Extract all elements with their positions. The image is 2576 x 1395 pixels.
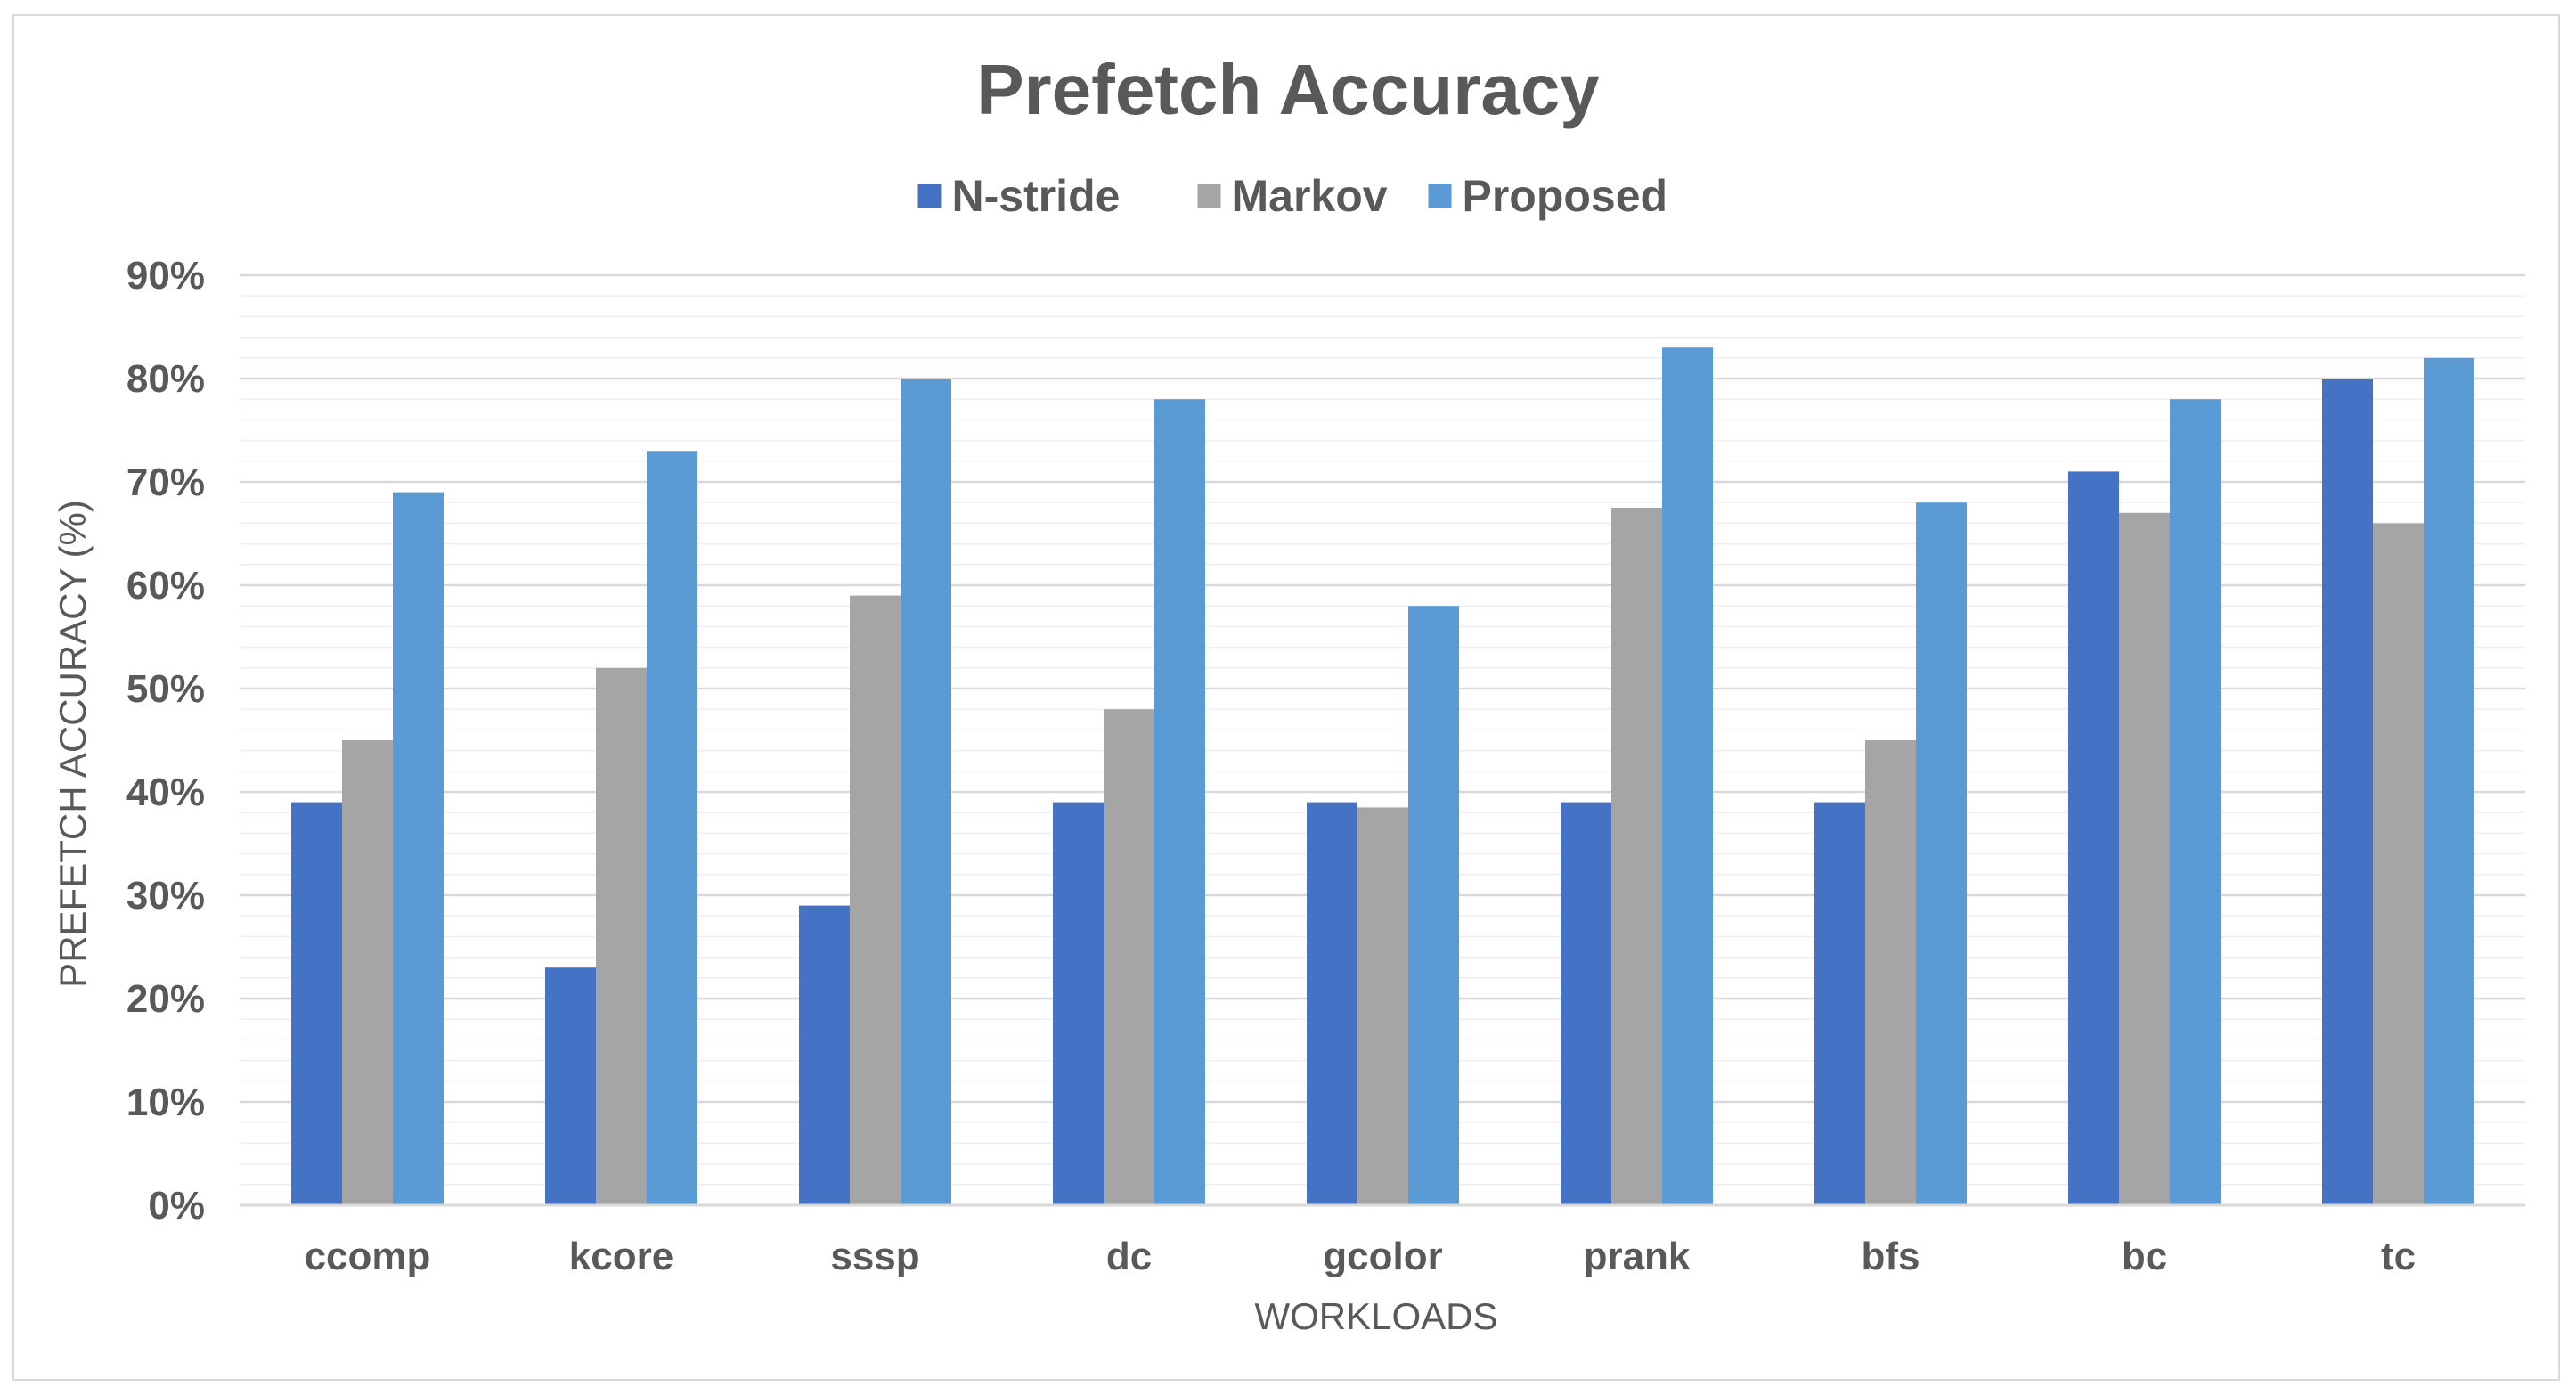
bar-n-stride-kcore xyxy=(545,967,596,1205)
bar-markov-bfs xyxy=(1865,740,1916,1205)
x-tick-label: prank xyxy=(1584,1235,1691,1278)
y-tick-label: 70% xyxy=(126,461,205,504)
bar-n-stride-sssp xyxy=(799,905,850,1205)
legend-swatch-proposed xyxy=(1428,184,1452,208)
bar-n-stride-tc xyxy=(2322,379,2373,1205)
bar-n-stride-prank xyxy=(1561,802,1611,1205)
bar-proposed-dc xyxy=(1154,399,1205,1205)
y-tick-label: 30% xyxy=(126,874,205,918)
x-tick-label: ccomp xyxy=(305,1235,431,1278)
bar-n-stride-bfs xyxy=(1814,802,1865,1205)
bars xyxy=(291,347,2474,1205)
bar-n-stride-ccomp xyxy=(291,802,342,1205)
y-tick-label: 0% xyxy=(148,1184,205,1228)
bar-proposed-gcolor xyxy=(1408,606,1459,1205)
y-tick-label: 20% xyxy=(126,977,205,1021)
x-tick-label: bfs xyxy=(1862,1235,1920,1278)
y-axis-title: PREFETCH ACCURACY (%) xyxy=(52,500,94,988)
legend-label: Markov xyxy=(1232,171,1388,221)
bar-proposed-bfs xyxy=(1916,502,1967,1205)
y-tick-label: 90% xyxy=(126,254,205,298)
bar-proposed-sssp xyxy=(901,379,951,1205)
y-tick-label: 60% xyxy=(126,564,205,608)
legend-swatch-n-stride xyxy=(917,184,942,208)
x-tick-label: dc xyxy=(1106,1235,1152,1278)
bar-markov-bc xyxy=(2119,512,2170,1205)
bar-markov-prank xyxy=(1611,508,1662,1205)
x-tick-label: tc xyxy=(2381,1235,2416,1278)
x-tick-label: bc xyxy=(2122,1235,2167,1278)
x-tick-label: gcolor xyxy=(1323,1235,1442,1278)
bar-markov-sssp xyxy=(850,595,901,1205)
y-tick-label: 40% xyxy=(126,771,205,814)
y-tick-label: 50% xyxy=(126,667,205,711)
bar-n-stride-bc xyxy=(2068,471,2119,1205)
chart-title: Prefetch Accuracy xyxy=(976,50,1600,129)
y-tick-label: 10% xyxy=(126,1081,205,1124)
x-axis-ticks: ccomp kcore sssp dc gcolor prank bfs bc tc xyxy=(305,1235,2416,1278)
bar-markov-gcolor xyxy=(1357,807,1408,1205)
bar-markov-dc xyxy=(1104,709,1154,1205)
bar-n-stride-gcolor xyxy=(1307,802,1357,1205)
bar-markov-tc xyxy=(2373,523,2424,1205)
x-tick-label: kcore xyxy=(569,1235,673,1278)
chart-legend: N-stride Markov Proposed xyxy=(917,171,1668,221)
bar-proposed-tc xyxy=(2424,357,2474,1205)
bar-markov-ccomp xyxy=(342,740,393,1205)
x-tick-label: sssp xyxy=(830,1235,919,1278)
bar-proposed-ccomp xyxy=(393,492,444,1205)
bar-proposed-bc xyxy=(2170,399,2221,1205)
bar-markov-kcore xyxy=(596,667,647,1205)
legend-label: Proposed xyxy=(1463,171,1668,221)
legend-label: N-stride xyxy=(952,171,1121,221)
y-tick-label: 80% xyxy=(126,357,205,401)
bar-n-stride-dc xyxy=(1053,802,1104,1205)
x-axis-title: WORKLOADS xyxy=(1254,1295,1497,1337)
bar-proposed-kcore xyxy=(647,451,697,1205)
y-axis-ticks: 0% 10% 20% 30% 40% 50% 60% 70% 80% 90% xyxy=(126,254,205,1228)
bar-proposed-prank xyxy=(1662,347,1713,1205)
legend-swatch-markov xyxy=(1197,184,1221,208)
